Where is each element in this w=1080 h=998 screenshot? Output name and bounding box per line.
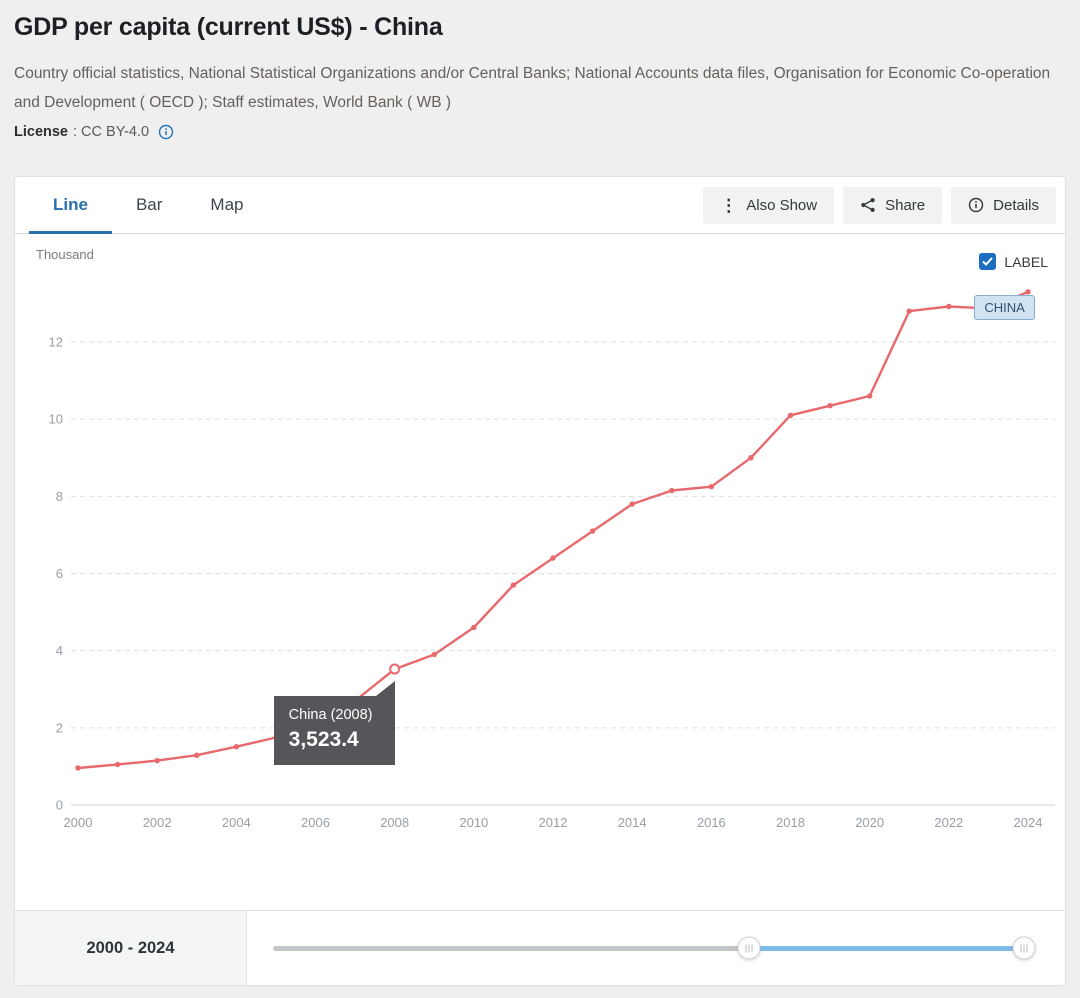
label-checkbox[interactable]: LABEL	[979, 253, 1048, 270]
svg-text:2014: 2014	[618, 815, 647, 830]
license-info-icon[interactable]	[158, 124, 174, 140]
slider-handle-right[interactable]	[1012, 936, 1036, 960]
svg-text:8: 8	[56, 489, 63, 504]
svg-text:2010: 2010	[459, 815, 488, 830]
share-icon	[860, 197, 876, 213]
svg-text:2: 2	[56, 720, 63, 735]
svg-text:2006: 2006	[301, 815, 330, 830]
range-label: 2000 - 2024	[15, 911, 247, 985]
svg-text:2024: 2024	[1014, 815, 1043, 830]
license-row: License : CC BY-4.0	[14, 124, 1064, 140]
svg-text:6: 6	[56, 566, 63, 581]
chart-area: Thousand LABEL 0 2 4 6 8 10 12 2000 2002 2004 2006…	[15, 234, 1065, 911]
slider-handle-left[interactable]	[737, 936, 761, 960]
svg-text:4: 4	[56, 643, 63, 658]
svg-text:2016: 2016	[697, 815, 726, 830]
checkbox-checked-icon	[979, 253, 997, 270]
tooltip-value: 3,523.4	[288, 728, 359, 752]
svg-text:2022: 2022	[934, 815, 963, 830]
slider-active-range	[749, 945, 1025, 951]
share-button[interactable]: Share	[843, 186, 943, 224]
tab-line[interactable]: Line	[29, 177, 112, 234]
range-control-bar: 2000 - 2024	[15, 910, 1065, 985]
tab-map[interactable]: Map	[210, 195, 244, 214]
also-show-button[interactable]: ⋮ Also Show	[703, 186, 835, 224]
chart-card: Line Bar Map ⋮ Also Show Share	[14, 176, 1066, 986]
slider-track[interactable]	[273, 936, 1036, 960]
source-attribution: Country official statistics, National St…	[14, 65, 1051, 111]
tab-bar: Line Bar Map ⋮ Also Show Share	[15, 177, 1065, 234]
header: GDP per capita (current US$) - China Cou…	[0, 0, 1080, 140]
svg-text:2012: 2012	[539, 815, 568, 830]
tab-bar-chart[interactable]: Bar	[135, 195, 163, 214]
tooltip-pointer	[375, 681, 395, 697]
svg-text:12: 12	[49, 335, 63, 350]
kebab-menu-icon: ⋮	[720, 195, 738, 215]
tooltip: China (2008) 3,523.4	[273, 681, 395, 766]
license-label: License	[14, 124, 68, 140]
svg-text:2004: 2004	[222, 815, 251, 830]
svg-text:2002: 2002	[143, 815, 172, 830]
line-chart[interactable]: 0 2 4 6 8 10 12 2000 2002 2004 2006 2008 2010 2012 201…	[15, 234, 1065, 911]
page-title: GDP per capita (current US$) - China	[14, 13, 443, 41]
svg-text:2000: 2000	[64, 815, 93, 830]
range-slider[interactable]	[247, 911, 1065, 985]
svg-text:0: 0	[56, 798, 63, 813]
also-show-label: Also Show	[746, 196, 818, 214]
license-value: : CC BY-4.0	[73, 124, 150, 140]
svg-text:2020: 2020	[855, 815, 884, 830]
tooltip-title: China (2008)	[288, 707, 373, 724]
series-label-china[interactable]: CHINA	[974, 295, 1035, 321]
toolbar-actions: ⋮ Also Show Share Details	[703, 177, 1056, 233]
svg-text:2008: 2008	[380, 815, 409, 830]
axis-unit-label: Thousand	[36, 247, 94, 262]
details-button[interactable]: Details	[951, 186, 1056, 224]
share-label: Share	[885, 196, 926, 214]
label-checkbox-text: LABEL	[1004, 253, 1048, 270]
info-icon	[968, 197, 984, 213]
svg-text:2018: 2018	[776, 815, 805, 830]
svg-text:10: 10	[49, 412, 63, 427]
details-label: Details	[993, 196, 1039, 214]
